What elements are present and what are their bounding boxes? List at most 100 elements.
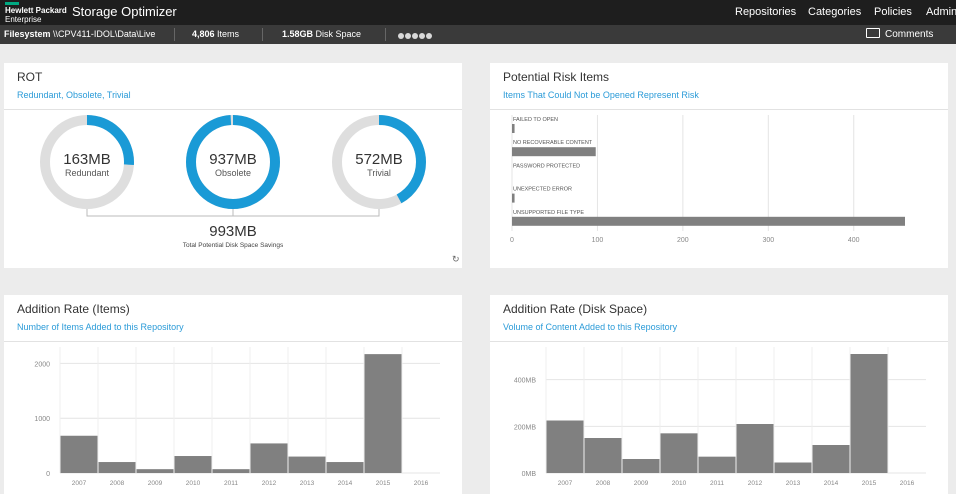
risk-title: Potential Risk Items [503,70,610,84]
items-rate-chart: 0 1000 2000 2007 2008 2009 2010 2011 2012 2013 201… [34,347,440,487]
bar-2010[interactable] [660,433,698,473]
risk-subtitle[interactable]: Items That Could Not be Opened Represent… [503,90,699,100]
items-rate-subtitle[interactable]: Number of Items Added to this Repository [17,322,184,332]
donut-label: Obsolete [215,168,251,178]
bar-2010[interactable] [174,456,212,473]
risk-bar[interactable] [512,216,905,226]
rot-total-label: Total Potential Disk Space Savings [183,242,284,249]
hpe-logo: Hewlett Packard Enterprise [5,6,67,24]
bar-2009[interactable] [136,469,174,473]
x-tick-label: 400 [848,237,860,244]
x-tick-label: 2012 [262,480,277,487]
risk-category-label: FAILED TO OPEN [513,117,558,123]
bar-2012[interactable] [250,443,288,473]
x-tick-label: 2013 [786,480,801,487]
donut-value: 937MB [209,151,257,168]
x-tick-label: 2014 [824,480,839,487]
x-tick-label: 2013 [300,480,315,487]
divider [4,109,462,110]
disk-label: Disk Space [315,29,362,39]
loading-dots [398,31,433,41]
x-tick-label: 0 [510,237,514,244]
y-tick-label: 0MB [522,471,537,478]
y-tick-label: 400MB [514,378,537,385]
x-tick-label: 2015 [376,480,391,487]
bar-2014[interactable] [326,462,364,473]
y-tick-label: 200MB [514,424,537,431]
y-tick-label: 2000 [34,361,50,368]
x-tick-label: 2007 [558,480,573,487]
bar-2015[interactable] [850,354,888,473]
app-title: Storage Optimizer [72,4,177,19]
comments-button[interactable]: Comments [866,28,933,40]
risk-bar[interactable] [512,147,596,157]
disk-rate-card: Addition Rate (Disk Space) Volume of Con… [490,295,948,494]
bar-2014[interactable] [812,445,850,473]
y-tick-label: 0 [46,471,50,478]
repository-path: \\CPV411-IDOL\Data\Live [53,29,156,39]
x-tick-label: 2011 [224,480,238,487]
repository-bar: Filesystem \\CPV411-IDOL\Data\Live 4,806… [0,25,956,44]
x-tick-label: 2016 [900,480,915,487]
rot-connector [86,209,380,217]
bar-2011[interactable] [212,469,250,473]
risk-card: Potential Risk Items Items That Could No… [490,63,948,268]
items-rate-title: Addition Rate (Items) [17,302,130,316]
donut-arc-trivial [332,115,426,209]
risk-category-label: UNSUPPORTED FILE TYPE [513,210,584,216]
nav-repositories[interactable]: Repositories [735,6,797,18]
bar-2013[interactable] [288,456,326,473]
items-count: 4,806 [192,29,215,39]
refresh-icon[interactable]: ↻ [452,254,460,264]
rot-title: ROT [17,70,43,84]
logo-text-line2: Enterprise [5,15,42,24]
x-tick-label: 2016 [414,480,429,487]
divider [490,109,948,110]
hpe-logo-mark [5,2,19,5]
bar-2011[interactable] [698,456,736,473]
bar-2013[interactable] [774,462,812,474]
logo-text-line1: Hewlett Packard [5,6,67,15]
x-tick-label: 2008 [110,480,125,487]
donut-value: 163MB [63,151,111,168]
bar-2008[interactable] [584,438,622,473]
x-tick-label: 2010 [186,480,201,487]
y-tick-label: 1000 [34,416,50,423]
bar-2015[interactable] [364,354,402,473]
x-tick-label: 2014 [338,480,353,487]
divider [174,28,175,41]
repository-info: Filesystem \\CPV411-IDOL\Data\Live [4,29,155,39]
bar-2012[interactable] [736,424,774,473]
x-tick-label: 2010 [672,480,687,487]
bar-2007[interactable] [60,435,98,473]
items-label: Items [217,29,240,39]
x-tick-label: 2009 [148,480,163,487]
risk-bar[interactable] [512,124,515,133]
rot-card: ROT Redundant, Obsolete, Trivial 163MB Re… [4,63,462,268]
rot-subtitle[interactable]: Redundant, Obsolete, Trivial [17,90,131,100]
disk-rate-chart: 0MB 200MB 400MB 2007 2008 2009 2010 2011 2012 201… [514,347,926,487]
nav-admin[interactable]: Admin [926,6,956,18]
bar-2008[interactable] [98,462,136,473]
items-stat: 4,806 Items [192,29,239,39]
donut-label: Trivial [367,168,391,178]
risk-bar[interactable] [512,193,515,203]
disk-rate-title: Addition Rate (Disk Space) [503,302,648,316]
rot-total-value: 993MB [209,223,257,240]
x-tick-label: 2008 [596,480,611,487]
donut-arc-obsolete [186,115,280,209]
top-bar: Hewlett Packard Enterprise Storage Optim… [0,0,956,25]
nav-policies[interactable]: Policies [874,6,912,18]
nav-categories[interactable]: Categories [808,6,862,18]
bar-2009[interactable] [622,459,660,473]
comments-label: Comments [885,29,934,40]
x-tick-label: 100 [592,237,604,244]
bar-2007[interactable] [546,420,584,474]
comment-icon [866,28,880,38]
x-tick-label: 2012 [748,480,763,487]
disk-rate-subtitle[interactable]: Volume of Content Added to this Reposito… [503,322,678,332]
